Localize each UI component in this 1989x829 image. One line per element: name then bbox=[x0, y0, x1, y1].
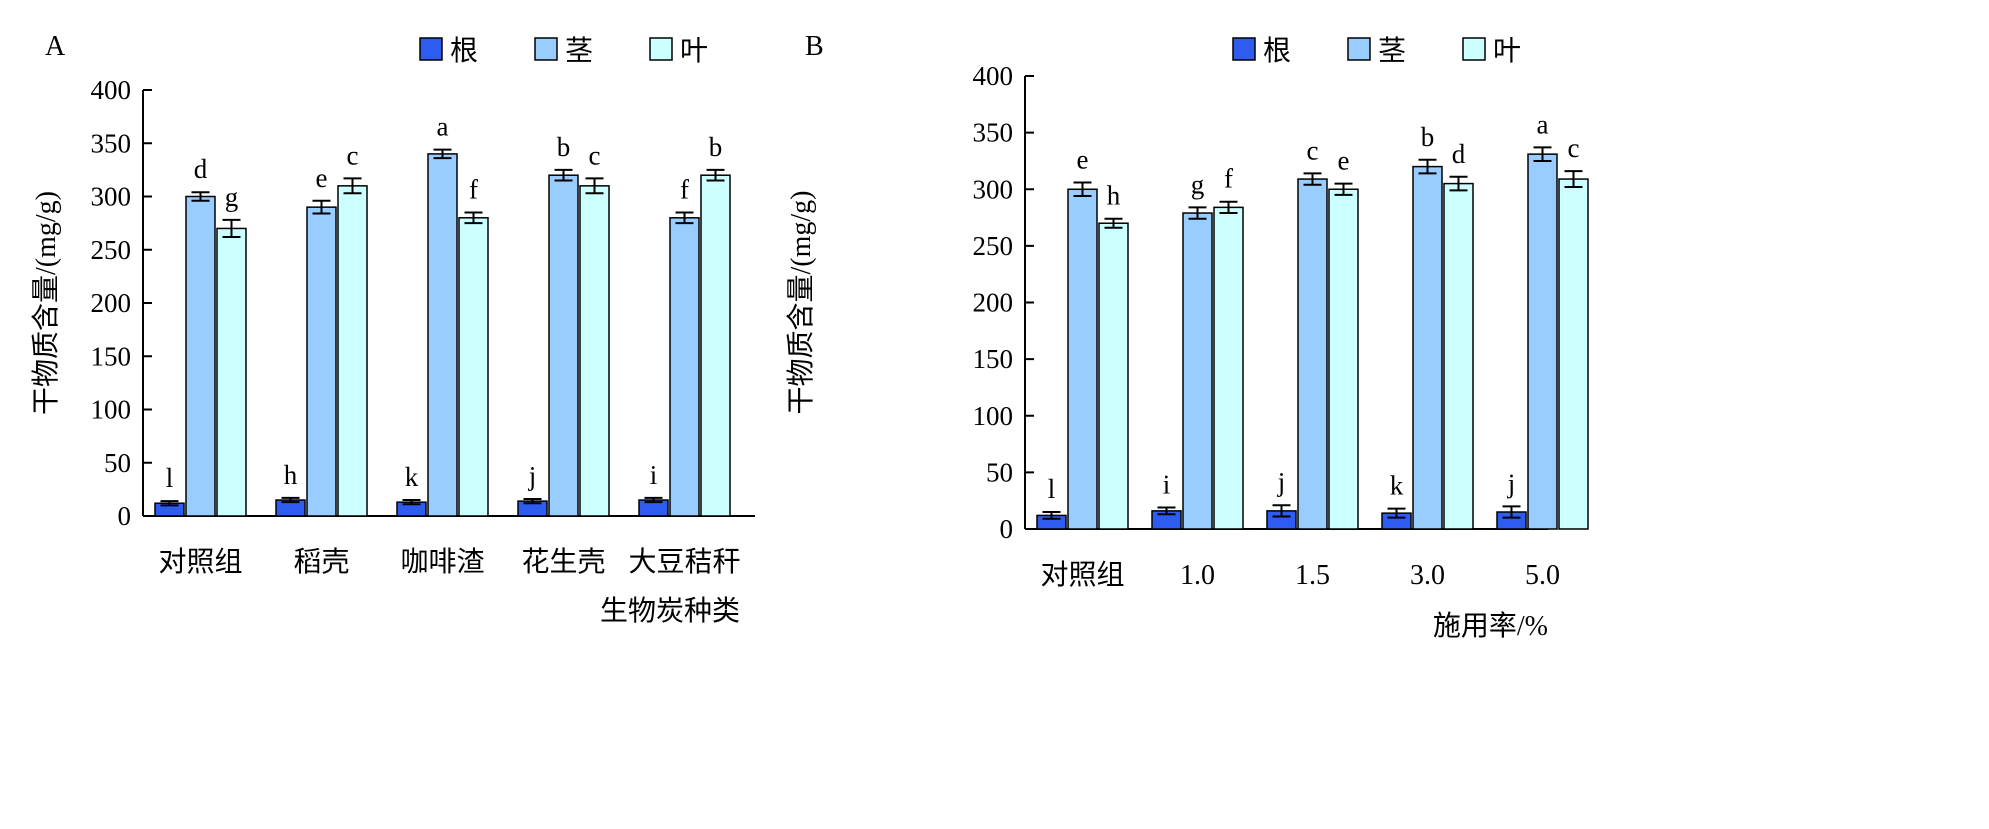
significance-letter: g bbox=[1191, 169, 1205, 199]
significance-letter: j bbox=[528, 461, 537, 491]
y-tick-label: 300 bbox=[973, 174, 1014, 204]
legend-swatch bbox=[1232, 37, 1256, 61]
panel-b-group: B050100150200250300350400干物质含量/(mg/g)leh… bbox=[785, 31, 1589, 642]
significance-letter: h bbox=[284, 460, 298, 490]
significance-letter: c bbox=[347, 140, 359, 170]
x-tick-label: 花生壳 bbox=[521, 546, 605, 578]
y-tick-label: 300 bbox=[91, 182, 132, 212]
significance-letter: b bbox=[709, 132, 723, 162]
y-tick-label: 0 bbox=[118, 501, 132, 531]
bar-茎 bbox=[1297, 178, 1328, 530]
significance-letter: h bbox=[1107, 181, 1121, 211]
significance-letter: a bbox=[1537, 109, 1549, 139]
x-tick-label: 1.5 bbox=[1295, 560, 1330, 591]
x-tick-label: 稻壳 bbox=[293, 546, 349, 578]
legend-label: 叶 bbox=[1493, 36, 1521, 67]
bar-茎 bbox=[306, 206, 337, 517]
y-tick-label: 100 bbox=[973, 401, 1014, 431]
bar-叶 bbox=[1328, 188, 1359, 530]
y-tick-label: 400 bbox=[91, 75, 132, 105]
y-tick-label: 150 bbox=[91, 341, 132, 371]
x-tick-label: 5.0 bbox=[1525, 560, 1560, 591]
significance-letter: g bbox=[225, 182, 239, 212]
y-tick-label: 50 bbox=[104, 448, 131, 478]
significance-letter: c bbox=[1568, 133, 1580, 163]
x-tick-label: 对照组 bbox=[158, 546, 242, 578]
significance-letter: d bbox=[194, 154, 208, 184]
bar-茎 bbox=[1412, 165, 1443, 530]
y-tick-label: 0 bbox=[1000, 514, 1014, 544]
significance-letter: c bbox=[1307, 135, 1319, 165]
y-tick-label: 250 bbox=[91, 235, 132, 265]
significance-letter: l bbox=[1048, 474, 1056, 504]
legend-swatch bbox=[1462, 37, 1486, 61]
y-axis-label: 干物质含量/(mg/g) bbox=[30, 191, 62, 415]
bar-茎 bbox=[1067, 188, 1098, 530]
x-axis-label: 施用率/% bbox=[1433, 610, 1548, 642]
x-axis-label: 生物炭种类 bbox=[600, 595, 740, 627]
significance-letter: c bbox=[589, 140, 601, 170]
bar-叶 bbox=[1213, 206, 1244, 530]
bar-茎 bbox=[185, 195, 216, 517]
x-tick-label: 对照组 bbox=[1040, 559, 1124, 591]
x-tick-label: 3.0 bbox=[1410, 560, 1445, 591]
significance-letter: b bbox=[1421, 122, 1435, 152]
bar-叶 bbox=[337, 185, 368, 517]
bar-叶 bbox=[1098, 222, 1129, 530]
x-tick-label: 1.0 bbox=[1180, 560, 1215, 591]
y-tick-label: 200 bbox=[973, 288, 1014, 318]
significance-letter: e bbox=[1077, 144, 1089, 174]
bar-叶 bbox=[579, 185, 610, 517]
y-tick-label: 350 bbox=[91, 128, 132, 158]
bar-茎 bbox=[669, 217, 700, 517]
y-tick-label: 250 bbox=[973, 231, 1014, 261]
bar-叶 bbox=[458, 217, 489, 517]
legend-swatch bbox=[1347, 37, 1371, 61]
legend-label: 茎 bbox=[1378, 35, 1406, 67]
significance-letter: e bbox=[1338, 146, 1350, 176]
y-tick-label: 150 bbox=[973, 344, 1014, 374]
x-tick-label: 咖啡渣 bbox=[400, 546, 484, 578]
y-tick-label: 100 bbox=[91, 395, 132, 425]
bar-茎 bbox=[548, 174, 579, 517]
significance-letter: f bbox=[1224, 164, 1233, 194]
significance-letter: f bbox=[469, 174, 478, 204]
bar-茎 bbox=[1182, 212, 1213, 530]
significance-letter: a bbox=[437, 112, 449, 142]
significance-letter: l bbox=[166, 463, 174, 493]
y-tick-label: 200 bbox=[91, 288, 132, 318]
significance-letter: e bbox=[316, 163, 328, 193]
panel-label: B bbox=[805, 31, 824, 62]
significance-letter: j bbox=[1507, 468, 1516, 498]
bar-叶 bbox=[1443, 182, 1474, 530]
chart-panel-a: A 0 50 100 150 200 250 300 350 400 干物质含量/(mg/g) l dg… bbox=[30, 31, 755, 627]
y-tick-label: 350 bbox=[973, 118, 1014, 148]
legend-label: 茎 bbox=[565, 35, 593, 67]
legend-label: 叶 bbox=[680, 36, 708, 67]
bar-叶 bbox=[216, 227, 247, 517]
bar-叶 bbox=[1558, 178, 1589, 530]
legend-swatch bbox=[534, 37, 558, 61]
y-tick-label: 50 bbox=[986, 457, 1013, 487]
legend-label: 根 bbox=[450, 35, 478, 67]
significance-letter: b bbox=[557, 132, 571, 162]
significance-letter: f bbox=[680, 174, 689, 204]
bar-叶 bbox=[700, 174, 731, 517]
significance-letter: d bbox=[1452, 139, 1466, 169]
significance-letter: i bbox=[1163, 469, 1171, 499]
significance-letter: k bbox=[405, 462, 419, 492]
y-axis-label: 干物质含量/(mg/g) bbox=[785, 191, 817, 415]
legend-swatch bbox=[419, 37, 443, 61]
panel-label: A bbox=[45, 31, 66, 62]
significance-letter: i bbox=[650, 460, 658, 490]
x-tick-label: 大豆秸秆 bbox=[628, 546, 740, 578]
significance-letter: j bbox=[1277, 467, 1286, 497]
legend-label: 根 bbox=[1263, 35, 1291, 67]
legend-swatch bbox=[649, 37, 673, 61]
bar-茎 bbox=[1527, 153, 1558, 530]
y-tick-label: 400 bbox=[973, 61, 1014, 91]
significance-letter: k bbox=[1390, 471, 1404, 501]
